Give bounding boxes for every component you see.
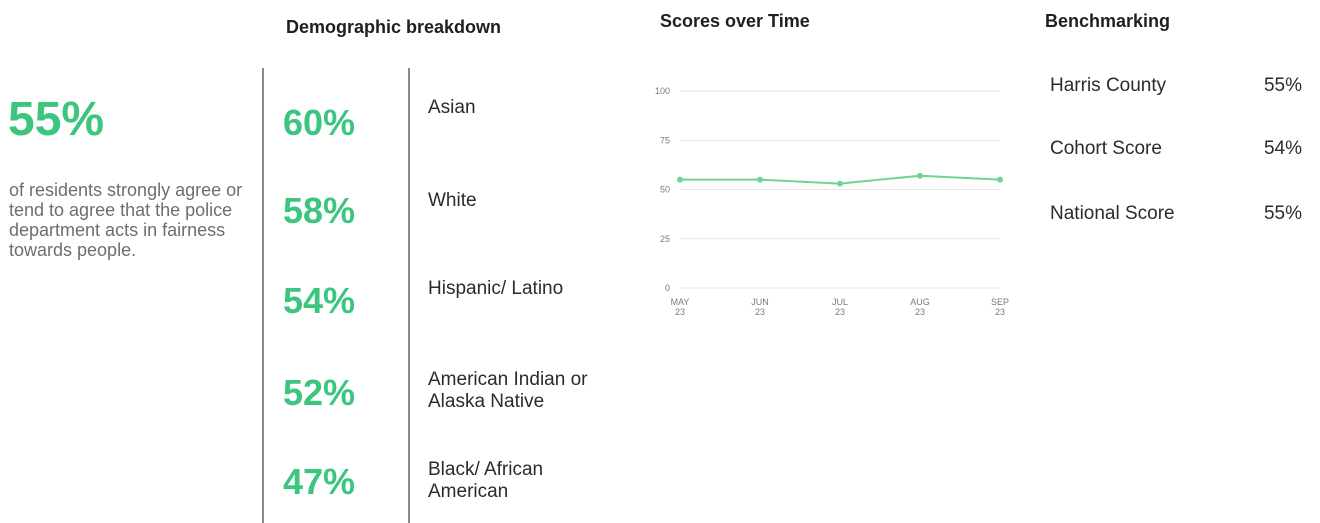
benchmark-row-harris: Harris County 55% xyxy=(0,75,1320,99)
y-tick-label: 0 xyxy=(665,283,670,293)
summary-description: of residents strongly agree or tend to a… xyxy=(9,180,243,260)
demo-pct-white: 58% xyxy=(283,190,356,231)
benchmark-name: Cohort Score xyxy=(1050,138,1162,159)
chart-y-axis: 0 25 50 75 100 xyxy=(655,86,670,293)
demographic-title: Demographic breakdown xyxy=(286,17,502,37)
demo-label-hispanic: Hispanic/ Latino xyxy=(428,278,564,299)
demo-label-asian: Asian xyxy=(428,97,476,118)
demo-label-american-indian: American Indian or Alaska Native xyxy=(428,369,588,412)
y-tick-label: 75 xyxy=(660,135,670,145)
benchmark-name: National Score xyxy=(1050,203,1175,224)
x-tick-label: JUL 23 xyxy=(832,297,848,317)
chart-grid xyxy=(680,90,1000,289)
x-tick-label: SEP 23 xyxy=(991,297,1009,317)
data-point xyxy=(917,172,923,179)
x-tick-label: MAY 23 xyxy=(671,297,690,317)
data-point xyxy=(837,180,843,187)
benchmark-value: 55% xyxy=(1263,75,1302,96)
benchmark-value: 55% xyxy=(1263,203,1302,224)
demo-label-black: Black/ African American xyxy=(428,459,544,502)
data-point xyxy=(997,176,1003,183)
benchmarking-title: Benchmarking xyxy=(1045,11,1171,31)
demo-pct-black: 47% xyxy=(283,461,356,502)
y-tick-label: 50 xyxy=(660,185,670,195)
benchmark-row-national: National Score 55% xyxy=(0,203,1320,227)
benchmark-value: 54% xyxy=(1263,138,1302,159)
x-tick-label: AUG 23 xyxy=(910,297,930,317)
headline-percentage: 55% xyxy=(8,93,105,146)
series-points xyxy=(677,172,1003,187)
benchmark-row-cohort: Cohort Score 54% xyxy=(0,138,1320,162)
scores-title: Scores over Time xyxy=(660,11,810,31)
left-divider xyxy=(262,68,264,523)
x-tick-label: JUN 23 xyxy=(751,297,769,317)
demo-pct-hispanic: 54% xyxy=(283,280,356,321)
demo-pct-american-indian: 52% xyxy=(283,372,356,413)
data-point xyxy=(757,176,763,183)
demo-label-white: White xyxy=(428,190,477,211)
mid-divider xyxy=(408,68,410,523)
scores-line-chart: 0 25 50 75 100 MAY 23 JUN 23 JUL 23 AUG 23 SEP 23 xyxy=(655,86,1009,317)
y-tick-label: 25 xyxy=(660,234,670,244)
data-point xyxy=(677,176,683,183)
benchmark-name: Harris County xyxy=(1050,75,1167,96)
demo-pct-asian: 60% xyxy=(283,102,356,143)
y-tick-label: 100 xyxy=(655,86,670,96)
chart-x-axis: MAY 23 JUN 23 JUL 23 AUG 23 SEP 23 xyxy=(671,297,1009,317)
